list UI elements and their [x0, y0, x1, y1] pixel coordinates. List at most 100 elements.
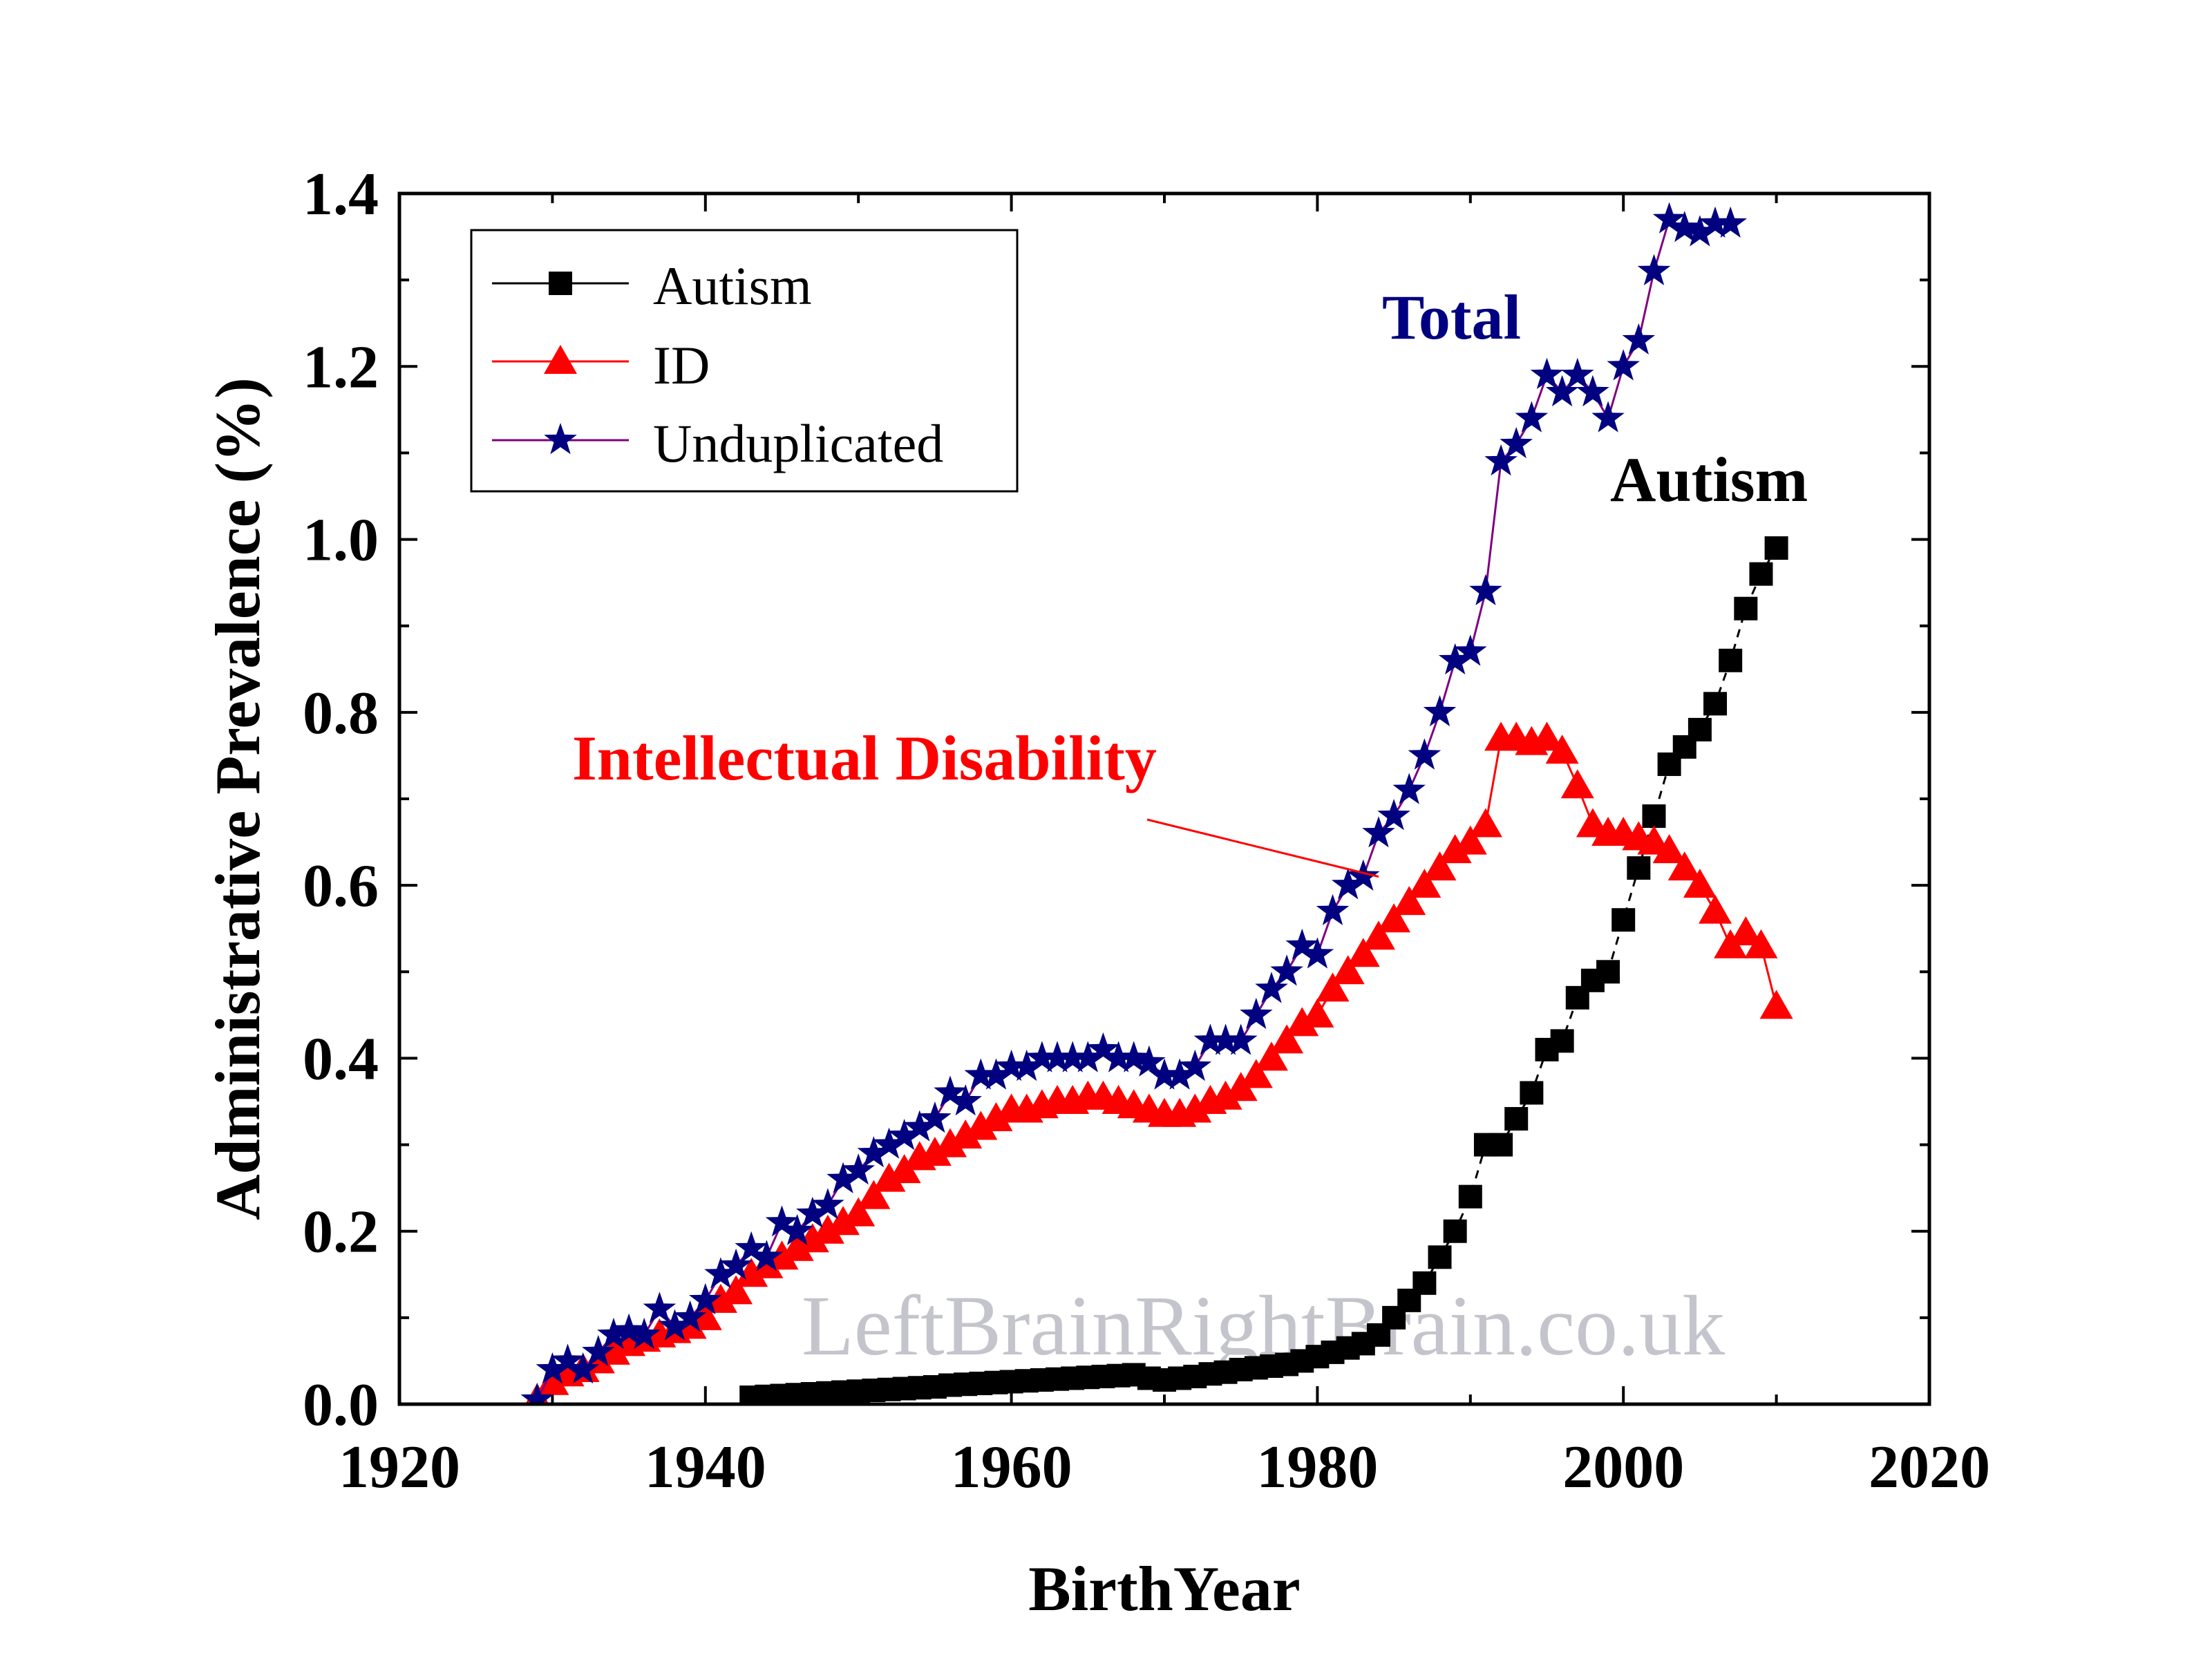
data-point-id — [1729, 916, 1763, 945]
data-point-unduplicated — [1086, 1032, 1120, 1064]
data-point-unduplicated — [597, 1317, 630, 1350]
data-point-unduplicated — [1117, 1041, 1151, 1072]
data-point-unduplicated — [1285, 928, 1318, 960]
data-point-id — [1361, 920, 1395, 950]
data-point-id — [979, 1102, 1013, 1132]
data-point-unduplicated — [1438, 643, 1472, 674]
data-point-unduplicated — [1500, 426, 1533, 459]
data-point-id — [1759, 990, 1793, 1019]
data-point-id — [1178, 1093, 1212, 1123]
data-point-unduplicated — [1025, 1041, 1059, 1072]
id-annotation-arrow — [1146, 818, 1379, 878]
data-point-unduplicated — [765, 1205, 799, 1237]
data-point-id — [1699, 894, 1732, 924]
data-point-unduplicated — [1469, 574, 1502, 605]
data-point-autism — [1428, 1245, 1452, 1269]
data-point-unduplicated — [704, 1257, 737, 1289]
data-point-unduplicated — [811, 1188, 844, 1220]
data-point-id — [1667, 851, 1701, 881]
x-axis-title: BirthYear — [1028, 1553, 1300, 1624]
data-point-unduplicated — [949, 1084, 982, 1116]
data-point-unduplicated — [566, 1352, 600, 1384]
data-point-unduplicated — [1316, 894, 1350, 925]
data-point-autism — [1520, 1081, 1544, 1105]
data-point-id — [1316, 972, 1350, 1002]
data-point-id — [1285, 1007, 1319, 1037]
data-point-id — [857, 1180, 891, 1209]
annotation-total: Total — [1382, 282, 1521, 352]
data-point-unduplicated — [918, 1102, 952, 1133]
data-point-unduplicated — [673, 1300, 707, 1332]
series-line-autism — [751, 547, 1777, 1399]
tick-labels: 1920 1940 1960 1980 2000 2020 0.0 0.2 0.4 0.6 0.8 1… — [303, 161, 1990, 1501]
data-point-unduplicated — [1652, 202, 1686, 234]
data-point-unduplicated — [964, 1058, 998, 1090]
data-point-id — [1346, 938, 1380, 967]
data-point-id — [1438, 834, 1472, 864]
data-point-id — [1545, 735, 1579, 764]
data-point-unduplicated — [1224, 1023, 1258, 1055]
legend: Autism ID Unduplicated — [470, 229, 1019, 493]
data-point-unduplicated — [1484, 444, 1518, 476]
data-point-unduplicated — [689, 1283, 722, 1315]
data-point-id — [842, 1197, 876, 1227]
data-point-unduplicated — [826, 1162, 860, 1193]
annotation-intellectual-disability: Intellectual Disability — [572, 723, 1157, 793]
data-point-id — [1331, 955, 1365, 985]
data-point-autism — [1504, 1107, 1529, 1131]
data-point-unduplicated — [627, 1317, 661, 1350]
data-point-unduplicated — [658, 1309, 692, 1341]
legend-label-id: ID — [653, 335, 710, 395]
data-point-autism — [1611, 908, 1636, 932]
annotation-autism: Autism — [1610, 444, 1808, 515]
data-point-unduplicated — [536, 1352, 569, 1384]
y-tick-label: 0.2 — [303, 1199, 379, 1266]
legend-marker-autism — [549, 272, 572, 295]
data-point-unduplicated — [1331, 868, 1365, 900]
data-point-unduplicated — [1148, 1058, 1181, 1090]
data-point-unduplicated — [582, 1334, 615, 1367]
legend-label-autism: Autism — [653, 256, 812, 316]
legend-marker-unduplicated — [544, 423, 577, 455]
data-point-autism — [1749, 562, 1773, 586]
data-point-autism — [1719, 648, 1743, 672]
data-point-autism — [1458, 1184, 1482, 1209]
data-point-id — [1209, 1080, 1242, 1110]
data-point-autism — [1703, 692, 1728, 716]
legend-label-unduplicated: Unduplicated — [653, 413, 943, 473]
data-point-unduplicated — [934, 1075, 967, 1107]
data-point-autism — [1642, 804, 1666, 829]
data-point-id — [918, 1137, 952, 1166]
data-point-autism — [1734, 596, 1758, 621]
data-point-unduplicated — [1668, 211, 1701, 243]
data-point-unduplicated — [979, 1058, 1013, 1090]
data-point-autism — [1627, 856, 1651, 880]
data-point-autism — [1688, 717, 1712, 741]
data-point-id — [780, 1231, 814, 1261]
data-point-unduplicated — [1423, 694, 1457, 727]
data-point-id — [1560, 769, 1594, 799]
data-point-unduplicated — [1163, 1058, 1196, 1090]
data-point-unduplicated — [1683, 215, 1717, 247]
data-point-unduplicated — [1637, 254, 1671, 285]
data-point-unduplicated — [750, 1240, 784, 1271]
data-point-unduplicated — [1041, 1041, 1074, 1072]
data-point-unduplicated — [780, 1213, 814, 1245]
data-point-unduplicated — [1178, 1049, 1212, 1081]
x-tick-label: 1940 — [645, 1434, 766, 1501]
data-point-id — [811, 1214, 844, 1244]
data-point-unduplicated — [612, 1313, 645, 1345]
y-tick-label: 0.8 — [303, 680, 379, 747]
data-point-id — [1408, 869, 1441, 898]
data-point-unduplicated — [1714, 206, 1747, 238]
data-point-unduplicated — [842, 1153, 875, 1185]
data-point-id — [1453, 825, 1487, 855]
data-point-autism — [1764, 536, 1788, 560]
data-point-unduplicated — [872, 1127, 906, 1159]
data-point-unduplicated — [735, 1231, 768, 1263]
data-point-unduplicated — [719, 1248, 753, 1280]
data-point-unduplicated — [1209, 1023, 1242, 1055]
x-tick-label: 1960 — [951, 1434, 1072, 1501]
data-point-unduplicated — [1071, 1041, 1105, 1072]
data-point-unduplicated — [1591, 401, 1625, 433]
